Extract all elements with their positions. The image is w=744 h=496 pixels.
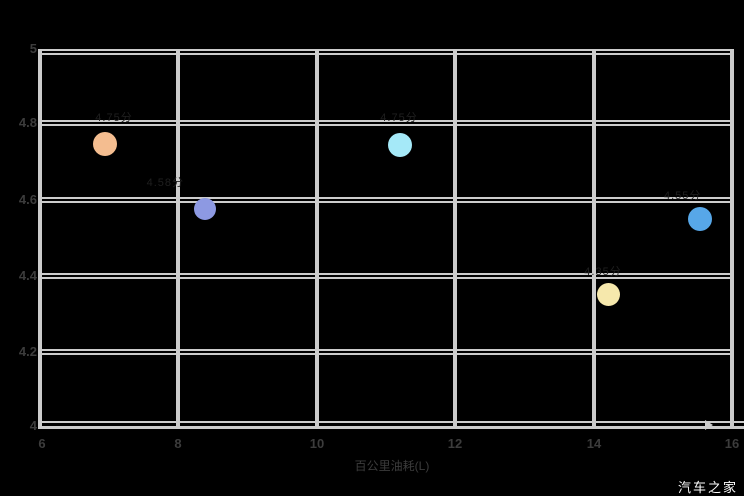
point-label: 4.75分 <box>380 112 418 124</box>
gridline-vertical-14 <box>592 49 596 427</box>
point-label: 4.58分 <box>146 177 184 189</box>
data-point-bubble[interactable] <box>688 207 712 231</box>
x-tick-label: 6 <box>38 436 46 451</box>
x-tick-label: 14 <box>586 436 602 451</box>
y-tick-label: 4.4 <box>18 268 37 283</box>
y-tick-label: 4.6 <box>18 192 37 207</box>
x-tick-label: 16 <box>724 436 740 451</box>
gridline-horizontal-4-4 <box>40 273 733 279</box>
x-tick-label: 10 <box>309 436 325 451</box>
gridline-horizontal-4-2 <box>40 349 733 355</box>
point-label: 4.75分 <box>95 112 133 124</box>
x-axis-line <box>38 421 744 429</box>
gridline-vertical-8 <box>176 49 180 427</box>
autohome-watermark: 汽车之家 <box>677 480 738 495</box>
gridline-horizontal-4-6 <box>40 197 733 203</box>
data-point-bubble[interactable] <box>388 133 412 157</box>
gridline-vertical-12 <box>453 49 457 427</box>
gridline-vertical-10 <box>315 49 319 427</box>
gridline-horizontal-4-8 <box>40 120 733 126</box>
y-tick-label: 4.2 <box>18 344 37 359</box>
data-point-bubble[interactable] <box>194 198 216 220</box>
y-tick-label: 5 <box>29 41 37 56</box>
data-point-bubble[interactable] <box>597 283 620 306</box>
point-label: 4.35分 <box>584 266 622 278</box>
y-axis-line <box>38 49 42 429</box>
x-axis-arrow-icon <box>705 420 713 430</box>
gridline-vertical-16 <box>730 49 734 427</box>
x-tick-label: 12 <box>447 436 463 451</box>
y-tick-label: 4 <box>29 418 37 433</box>
x-axis-title: 百公里油耗(L) <box>354 459 430 473</box>
x-tick-label: 8 <box>174 436 182 451</box>
data-point-bubble[interactable] <box>93 132 117 156</box>
point-label: 4.55分 <box>664 190 702 202</box>
gridline-horizontal-5 <box>40 49 733 55</box>
y-tick-label: 4.8 <box>18 115 37 130</box>
